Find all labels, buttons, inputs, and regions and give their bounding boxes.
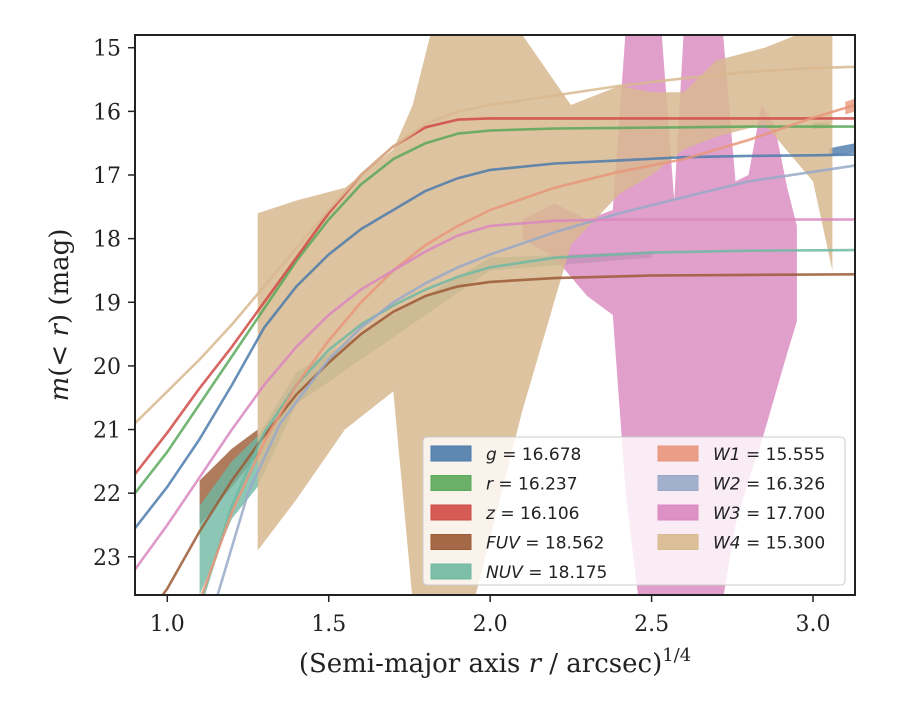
- curve-w3: [135, 218, 855, 571]
- model-curves: [135, 65, 855, 595]
- legend-label-w4: W4 = 15.300: [713, 534, 825, 554]
- legend-label-g: g = 16.678: [486, 445, 581, 465]
- legend-swatch-g: [430, 445, 472, 462]
- x-axis-title: (Semi-major axis r / arcsec)1/4: [299, 645, 691, 679]
- legend-label-w1: W1 = 15.555: [713, 445, 825, 465]
- y-tick-label: 22: [93, 482, 121, 507]
- x-tick-label: 1.5: [311, 612, 346, 637]
- curve-nuv: [202, 248, 855, 595]
- legend-label-fuv: FUV = 18.562: [486, 534, 604, 554]
- y-tick-label: 21: [93, 419, 121, 444]
- curve-fuv: [161, 273, 855, 595]
- plot-frame: [134, 34, 856, 596]
- legend-label-r: r = 16.237: [486, 475, 578, 495]
- legend-swatch-fuv: [430, 534, 472, 550]
- curve-r: [135, 125, 855, 495]
- legend-label-nuv: NUV = 18.175: [486, 563, 607, 583]
- legend-label-w2: W2 = 16.326: [713, 475, 825, 495]
- y-tick-label: 17: [93, 164, 121, 189]
- legend-swatch-nuv: [430, 563, 472, 580]
- y-axis-ticks: 15 16 17 18 19 20 21 22 23: [93, 37, 135, 571]
- legend-swatch-w4: [657, 534, 699, 550]
- legend-swatch-w3: [657, 504, 699, 521]
- y-tick-label: 16: [93, 100, 121, 125]
- x-tick-label: 2.0: [473, 612, 508, 637]
- legend-swatch-w2: [657, 475, 699, 491]
- curve-w1: [200, 103, 855, 595]
- x-tick-label: 3.0: [796, 612, 831, 637]
- curve-w2: [216, 164, 855, 595]
- band-w4: [257, 35, 833, 595]
- band-g: [829, 143, 855, 156]
- legend-box: [422, 436, 846, 586]
- legend-swatch-r: [430, 475, 472, 491]
- curve-w4: [135, 65, 855, 425]
- y-tick-label: 23: [93, 546, 121, 571]
- legend-label-w3: W3 = 17.700: [713, 504, 825, 524]
- legend: g = 16.678 r = 16.237 z = 16.106 FUV = 18.5…: [422, 436, 846, 586]
- x-tick-label: 2.5: [634, 612, 669, 637]
- legend-swatch-z: [430, 504, 472, 521]
- y-tick-label: 15: [93, 37, 121, 62]
- x-axis-ticks: 1.0 1.5 2.0 2.5 3.0: [150, 595, 831, 637]
- y-tick-label: 18: [93, 228, 121, 253]
- y-tick-label: 19: [93, 291, 121, 316]
- legend-swatch-w1: [657, 445, 699, 462]
- y-axis-title: m(< r) (mag): [45, 229, 75, 402]
- y-tick-label: 20: [93, 355, 121, 380]
- legend-label-z: z = 16.106: [485, 504, 579, 524]
- x-tick-label: 1.0: [150, 612, 185, 637]
